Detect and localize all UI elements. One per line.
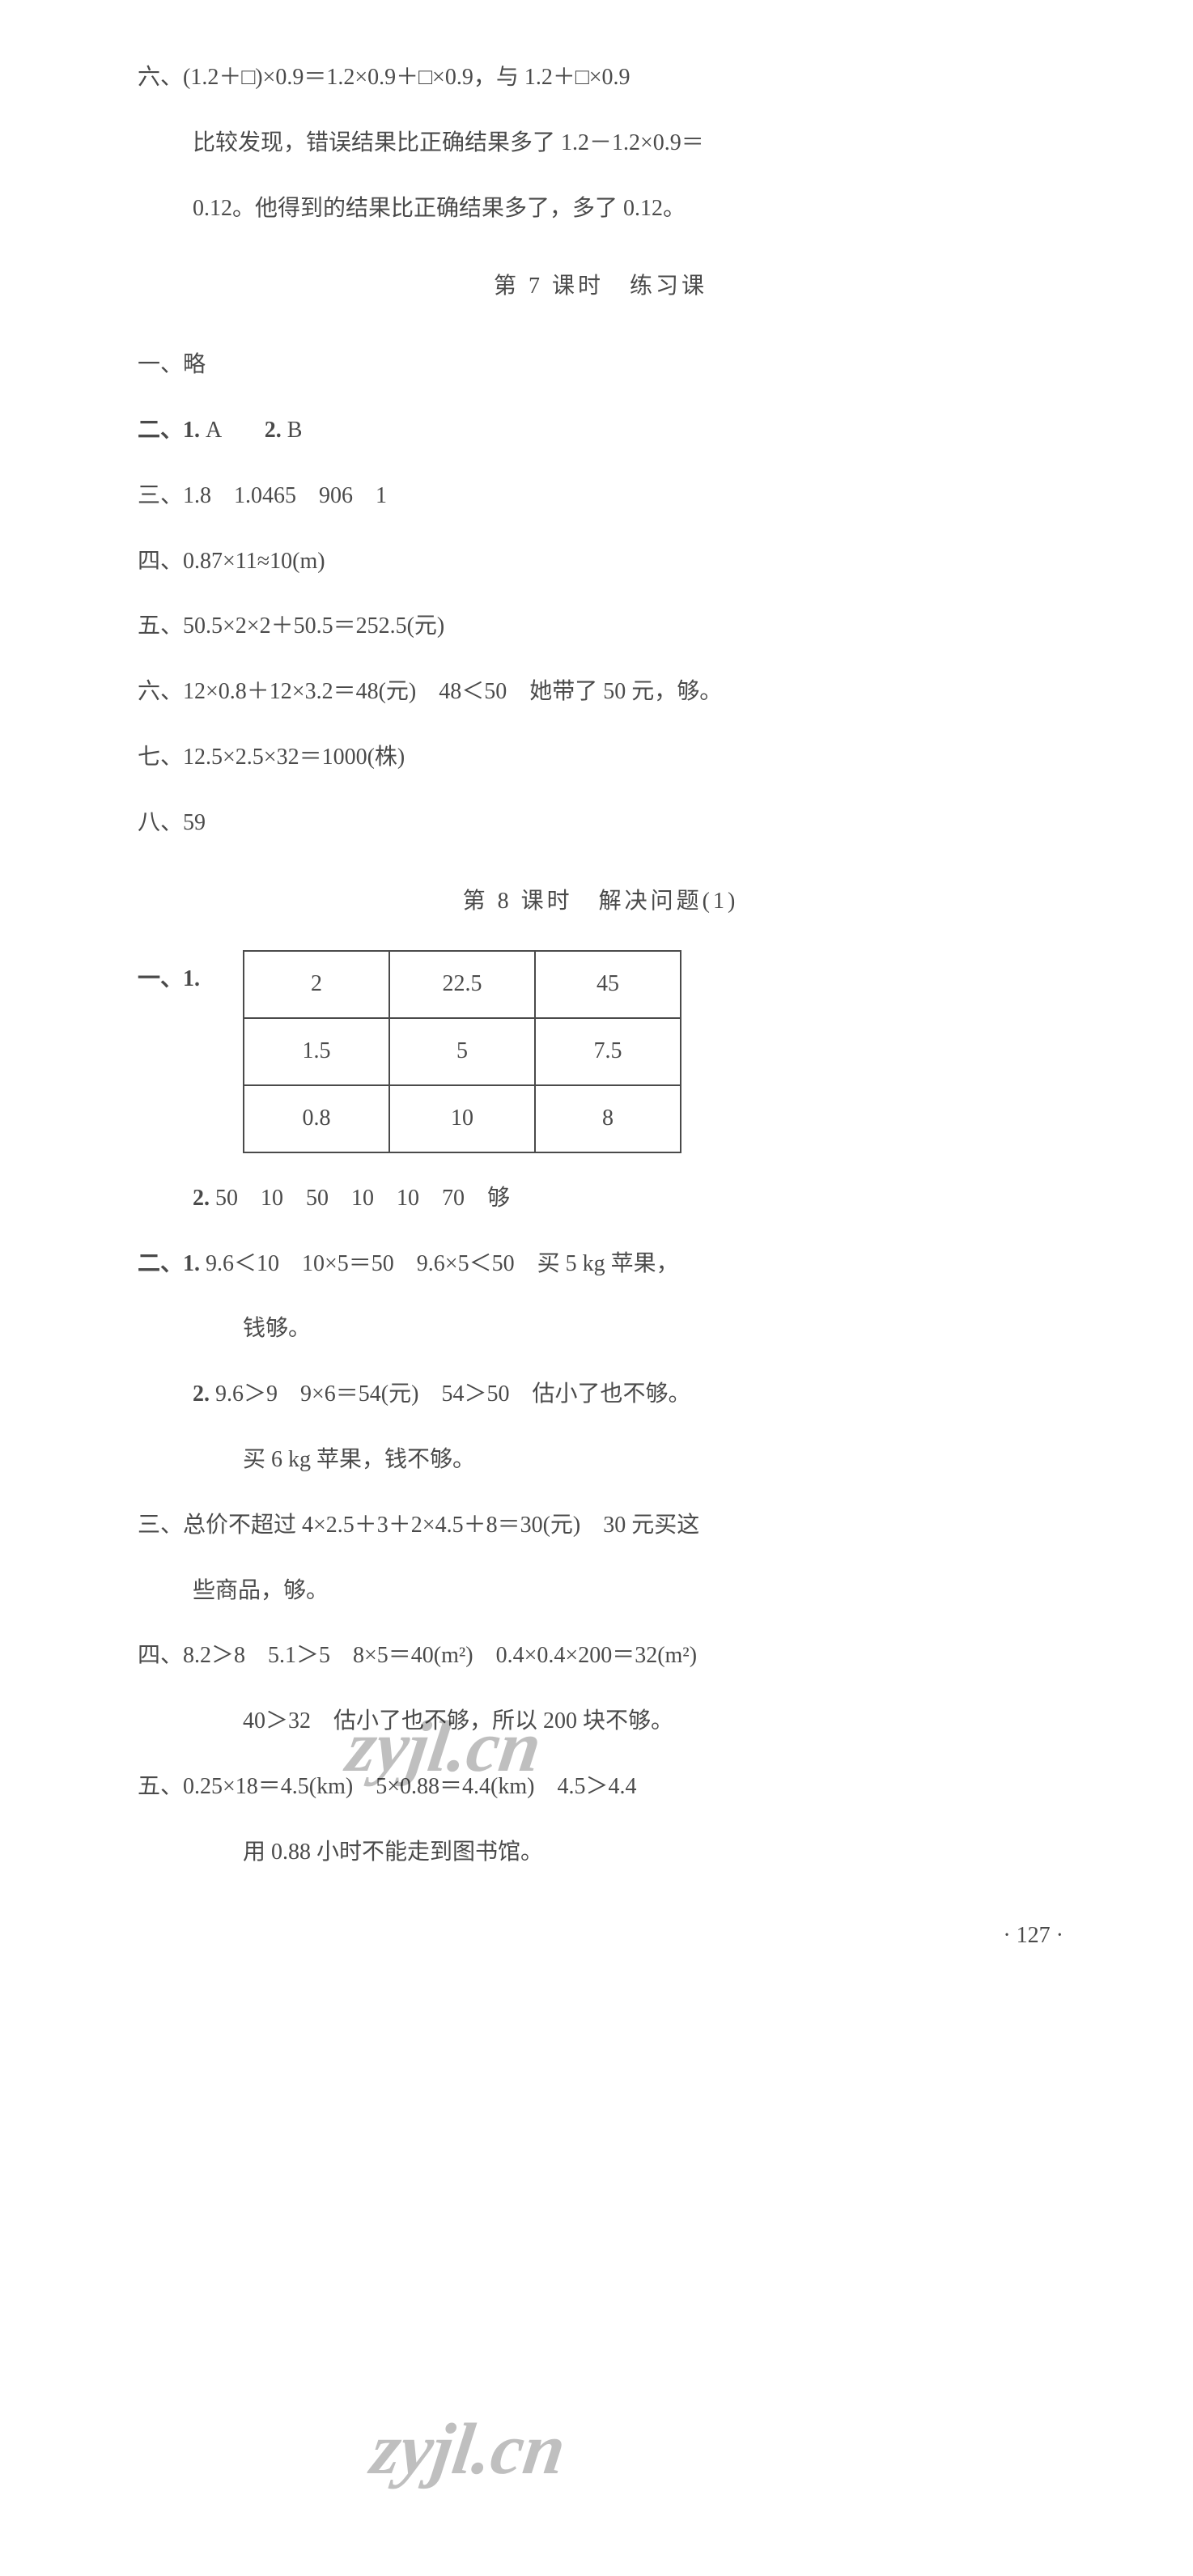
s7-q3: 三、1.8 1.0465 906 1 xyxy=(138,467,1064,526)
table-cell: 2 xyxy=(244,951,389,1018)
s8-q2-2-a: 2. 9.6＞9 9×6＝54(元) 54＞50 估小了也不够。 xyxy=(138,1365,1064,1424)
s8-q4-b: 40＞32 估小了也不够，所以 200 块不够。 xyxy=(138,1692,1064,1751)
watermark-2: zyjl.cn xyxy=(359,2355,578,2544)
table-row: 2 22.5 45 xyxy=(244,951,681,1018)
s8-q4-a: 四、8.2＞8 5.1＞5 8×5＝40(m²) 0.4×0.4×200＝32(… xyxy=(138,1627,1064,1686)
s7-q6: 六、12×0.8＋12×3.2＝48(元) 48＜50 她带了 50 元，够。 xyxy=(138,663,1064,722)
table-row: 1.5 5 7.5 xyxy=(244,1018,681,1085)
table-cell: 5 xyxy=(389,1018,535,1085)
s8-table: 2 22.5 45 1.5 5 7.5 0.8 10 8 xyxy=(243,950,681,1152)
s8-q5-a: 五、0.25×18＝4.5(km) 5×0.88＝4.4(km) 4.5＞4.4 xyxy=(138,1758,1064,1817)
s8-q2-2-b: 买 6 kg 苹果，钱不够。 xyxy=(138,1431,1064,1490)
table-cell: 7.5 xyxy=(535,1018,681,1085)
sec6-line3: 0.12。他得到的结果比正确结果多了，多了 0.12。 xyxy=(138,180,1064,239)
s8-q2-2-label: 2. xyxy=(193,1381,210,1407)
table-cell: 1.5 xyxy=(244,1018,389,1085)
s8-q1-2-label: 2. xyxy=(193,1186,210,1211)
sec6-line1: 六、(1.2＋□)×0.9＝1.2×0.9＋□×0.9，与 1.2＋□×0.9 xyxy=(138,49,1064,108)
s7-q2-2-label: 2. xyxy=(265,418,282,443)
s7-q2-1-ans: A xyxy=(200,418,221,443)
table-cell: 10 xyxy=(389,1085,535,1152)
s8-q2-1-a: 二、1. 9.6＜10 10×5＝50 9.6×5＜50 买 5 kg 苹果， xyxy=(138,1235,1064,1294)
s8-q5-b: 用 0.88 小时不能走到图书馆。 xyxy=(138,1823,1064,1882)
s8-q1-1-row: 一、1. 2 22.5 45 1.5 5 7.5 0.8 10 8 xyxy=(138,950,1064,1169)
table-cell: 8 xyxy=(535,1085,681,1152)
s8-q2-1-b: 钱够。 xyxy=(138,1300,1064,1359)
s8-q1-2-ans: 50 10 50 10 10 70 够 xyxy=(210,1186,510,1211)
s8-q2-1-label: 二、1. xyxy=(138,1251,200,1276)
s8-q2-1-text: 9.6＜10 10×5＝50 9.6×5＜50 买 5 kg 苹果， xyxy=(200,1251,679,1276)
s7-q4: 四、0.87×11≈10(m) xyxy=(138,533,1064,592)
table-cell: 45 xyxy=(535,951,681,1018)
s7-q7: 七、12.5×2.5×32＝1000(株) xyxy=(138,728,1064,787)
s7-q5: 五、50.5×2×2＋50.5＝252.5(元) xyxy=(138,597,1064,656)
s7-q2-1-label: 二、1. xyxy=(138,418,200,443)
s7-q1: 一、略 xyxy=(138,336,1064,395)
s8-q3-a: 三、总价不超过 4×2.5＋3＋2×4.5＋8＝30(元) 30 元买这 xyxy=(138,1496,1064,1555)
lesson8-title: 第 8 课时 解决问题(1) xyxy=(138,872,1064,932)
table-cell: 0.8 xyxy=(244,1085,389,1152)
s7-q8: 八、59 xyxy=(138,794,1064,853)
lesson7-title: 第 7 课时 练习课 xyxy=(138,257,1064,316)
page-number: · 127 · xyxy=(138,1907,1064,1966)
s8-q1-2: 2. 50 10 50 10 10 70 够 xyxy=(138,1169,1064,1229)
s7-q2-2-ans: B xyxy=(282,418,303,443)
s8-q2-2-text: 9.6＞9 9×6＝54(元) 54＞50 估小了也不够。 xyxy=(210,1381,690,1407)
s7-q2: 二、1. A 2. B xyxy=(138,401,1064,460)
table-cell: 22.5 xyxy=(389,951,535,1018)
s8-q1-1-label: 一、1. xyxy=(138,950,243,1009)
sec6-line2: 比较发现，错误结果比正确结果多了 1.2－1.2×0.9＝ xyxy=(138,114,1064,173)
s8-q3-b: 些商品，够。 xyxy=(138,1562,1064,1621)
table-row: 0.8 10 8 xyxy=(244,1085,681,1152)
